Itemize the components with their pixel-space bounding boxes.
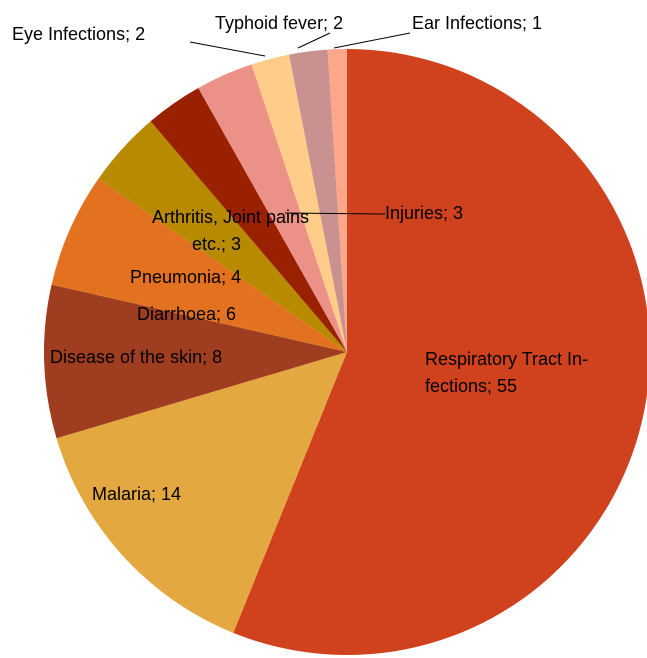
label-line: etc.; 3 (192, 234, 241, 254)
data-label: Respiratory Tract In-fections; 55 (425, 349, 588, 396)
label-line: Typhoid fever; 2 (215, 13, 343, 33)
label-line: Diarrhoea; 6 (137, 304, 236, 324)
data-label: Diarrhoea; 6 (137, 304, 236, 324)
data-label: Arthritis, Joint pains etc.; 3 (152, 207, 309, 254)
data-label: Pneumonia; 4 (130, 267, 241, 287)
pie-slice (233, 49, 647, 655)
leader-line (189, 41, 266, 57)
data-label: Eye Infections; 2 (12, 24, 145, 44)
label-line: Pneumonia; 4 (130, 267, 241, 287)
label-line: Malaria; 14 (92, 484, 181, 504)
label-line: Eye Infections; 2 (12, 24, 145, 44)
pie-slice (289, 49, 347, 352)
label-line: Disease of the skin; 8 (50, 347, 222, 367)
label-line: fections; 55 (425, 376, 517, 396)
label-line: Injuries; 3 (385, 203, 463, 223)
data-label: Malaria; 14 (92, 484, 181, 504)
data-label: Injuries; 3 (385, 203, 463, 223)
pie-slice (98, 121, 347, 352)
data-label: Disease of the skin; 8 (50, 347, 222, 367)
data-label: Ear Infections; 1 (412, 13, 542, 33)
label-line: Respiratory Tract In- (425, 349, 588, 369)
pie-slice (56, 352, 347, 633)
pie-slice (327, 49, 347, 352)
pie-slice (251, 54, 347, 352)
pie-slice (150, 87, 347, 353)
leader-line (333, 32, 411, 49)
label-line: Arthritis, Joint pains (152, 207, 309, 227)
pie-slice (51, 178, 348, 352)
pie-slice (43, 284, 347, 439)
leader-line (284, 212, 386, 215)
leader-line (297, 32, 331, 49)
pie-slice (198, 64, 347, 353)
label-line: Ear Infections; 1 (412, 13, 542, 33)
data-label: Typhoid fever; 2 (215, 13, 343, 33)
